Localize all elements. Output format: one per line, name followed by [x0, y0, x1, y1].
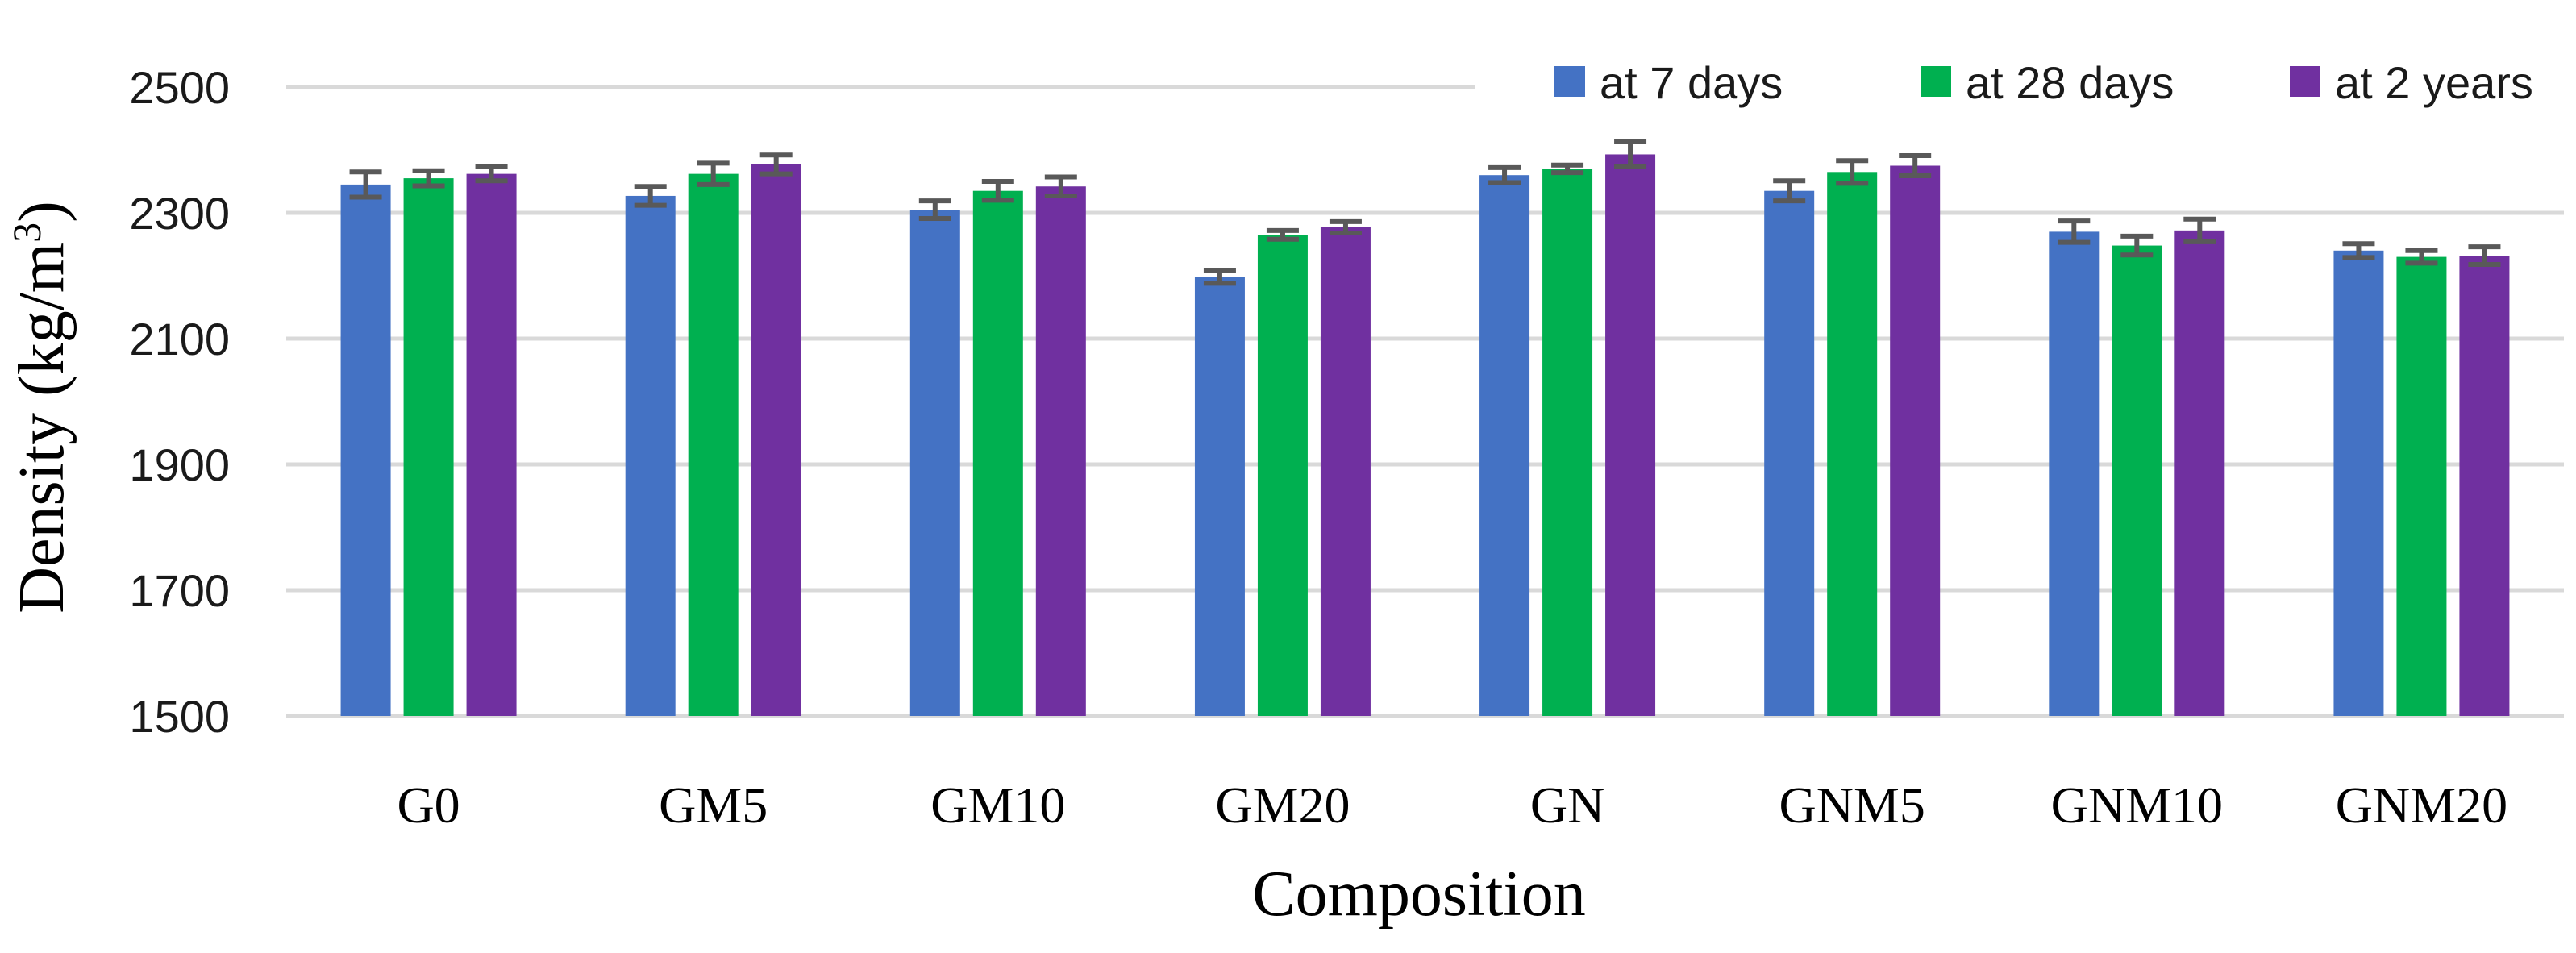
error-bar	[2058, 218, 2091, 245]
y-axis-ticks: 1500 1700 1900 2100 2300 2500	[129, 62, 230, 742]
error-bar	[981, 179, 1014, 203]
bar	[2112, 245, 2162, 716]
error-bar	[759, 152, 793, 177]
category-label: GM5	[659, 776, 768, 834]
x-axis-title: Composition	[1252, 859, 1585, 930]
bar	[403, 178, 454, 717]
error-bar	[1551, 162, 1584, 176]
error-bar	[2405, 248, 2438, 266]
legend-label: at 7 days	[1600, 57, 1783, 108]
y-axis-title: Density (kg/m3)	[4, 201, 77, 614]
y-tick-label: 1900	[129, 439, 230, 490]
bar	[1542, 169, 1593, 716]
error-bar	[1899, 153, 1932, 178]
bar	[1764, 190, 1815, 716]
error-bars	[349, 139, 2501, 286]
y-tick-label: 2500	[129, 62, 230, 113]
error-bar	[2183, 216, 2216, 244]
legend-label: at 28 days	[1966, 57, 2174, 108]
bar	[1479, 175, 1530, 716]
error-bar	[1203, 268, 1236, 286]
y-axis-title-main: Density (kg/m	[6, 243, 77, 614]
y-axis-title-close: )	[6, 201, 77, 223]
error-bar	[2120, 233, 2154, 258]
category-label: GM10	[930, 776, 1065, 834]
category-label: GNM10	[2051, 776, 2223, 834]
y-axis-title-superscript: 3	[4, 223, 49, 243]
error-bar	[634, 184, 667, 208]
y-tick-label: 2300	[129, 188, 230, 239]
error-bar	[1488, 164, 1521, 185]
bar	[1320, 227, 1371, 716]
error-bar	[1614, 139, 1647, 170]
error-bar	[918, 198, 951, 222]
error-bar	[1044, 174, 1077, 198]
bar	[2174, 230, 2225, 717]
bar	[2333, 250, 2384, 716]
bar	[1827, 172, 1878, 717]
category-label: GM20	[1215, 776, 1350, 834]
y-tick-label: 1700	[129, 565, 230, 616]
error-bar	[475, 164, 508, 184]
error-bar	[1329, 218, 1362, 235]
bar	[751, 164, 801, 716]
error-bar	[2468, 244, 2501, 267]
category-label: GNM5	[1779, 776, 1925, 834]
bars	[340, 154, 2510, 717]
y-tick-label: 2100	[129, 314, 230, 364]
bar	[2396, 256, 2447, 717]
bar	[909, 210, 960, 717]
bar	[972, 190, 1023, 716]
legend-swatch	[2290, 66, 2320, 97]
bar	[2049, 231, 2100, 716]
legend-item: at 2 years	[2290, 57, 2533, 108]
category-label: GNM20	[2336, 776, 2507, 834]
y-tick-label: 1500	[129, 691, 230, 742]
error-bar	[1773, 178, 1806, 204]
bar	[1035, 186, 1086, 717]
bar	[1890, 165, 1941, 716]
bar	[1194, 277, 1245, 716]
category-label: G0	[397, 776, 460, 834]
bar	[625, 195, 676, 716]
bar	[1605, 154, 1656, 716]
legend-item: at 7 days	[1554, 57, 1783, 108]
error-bar	[1836, 158, 1869, 186]
legend-label: at 2 years	[2335, 57, 2533, 108]
bar	[1257, 235, 1308, 716]
legend-swatch	[1554, 66, 1585, 97]
legend: at 7 days at 28 days at 2 years	[1554, 57, 2533, 108]
bar	[340, 184, 391, 716]
error-bar	[2342, 241, 2375, 260]
error-bar	[349, 169, 382, 200]
legend-item: at 28 days	[1921, 57, 2174, 108]
error-bar	[1266, 227, 1299, 242]
error-bar	[697, 160, 730, 187]
bar	[466, 173, 517, 716]
x-axis-categories: G0 GM5 GM10 GM20 GN GNM5 GNM10 GNM20	[397, 776, 2507, 834]
legend-swatch	[1921, 66, 1951, 97]
bar	[2459, 256, 2510, 716]
category-label: GN	[1530, 776, 1604, 834]
error-bar	[412, 168, 445, 189]
bar	[688, 173, 739, 716]
